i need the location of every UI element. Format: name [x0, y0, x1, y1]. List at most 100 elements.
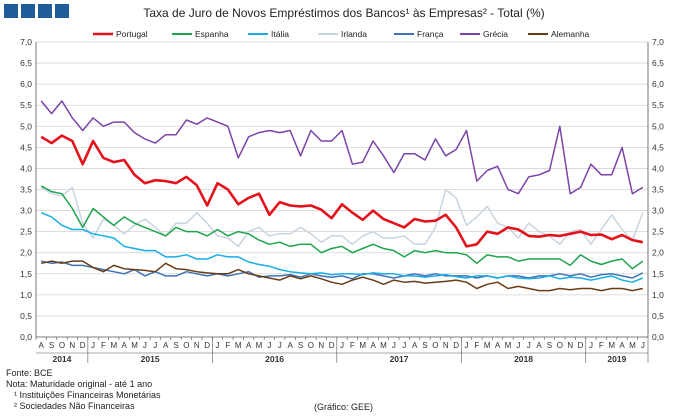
series-line-espanha — [40, 185, 644, 270]
legend: Portugal Espanha Itália Irlanda França Grécia… — [93, 29, 590, 39]
x-month-label: A — [246, 341, 252, 350]
x-month-label: M — [131, 341, 138, 350]
logo-square — [38, 4, 52, 18]
x-month-label: J — [278, 341, 282, 350]
x-month-label: M — [110, 341, 117, 350]
x-month-label: S — [422, 341, 427, 350]
x-month-label: N — [318, 341, 324, 350]
series-line-portugal — [40, 134, 644, 248]
legend-label: França — [417, 29, 444, 39]
x-month-label: A — [370, 341, 376, 350]
x-month-label: J — [589, 341, 593, 350]
y-tick-label: 1,5 — [20, 269, 32, 279]
x-year-label: 2016 — [265, 354, 284, 364]
grid — [35, 41, 649, 338]
y-tick-label-right: 1,5 — [652, 269, 664, 279]
x-month-label: F — [474, 341, 479, 350]
x-month-label: N — [567, 341, 573, 350]
logo-square — [55, 4, 69, 18]
x-month-label: S — [173, 341, 178, 350]
x-month-label: M — [256, 341, 263, 350]
y-tick-label-right: 0,0 — [652, 332, 664, 342]
y-tick-label-right: 5,5 — [652, 100, 664, 110]
x-month-label: M — [380, 341, 387, 350]
y-tick-label: 4,0 — [20, 163, 32, 173]
x-month-label: J — [516, 341, 520, 350]
x-year-label: 2017 — [390, 354, 409, 364]
chart-title: Taxa de Juro de Novos Empréstimos dos Ba… — [143, 6, 544, 20]
x-month-label: M — [629, 341, 636, 350]
x-month-label: F — [599, 341, 604, 350]
x-month-label: O — [557, 341, 563, 350]
notes: Fonte: BCE Nota: Maturidade original - a… — [6, 368, 161, 412]
y-axis-left: 0,0 0,5 1,0 1,5 2,0 2,5 3,0 3,5 4,0 4,5 5,0 5,5 6,0 6… — [20, 37, 32, 342]
x-month-label: A — [495, 341, 501, 350]
series-line-alemanha — [41, 260, 643, 292]
y-tick-label: 6,5 — [20, 58, 32, 68]
y-tick-label-right: 6,0 — [652, 79, 664, 89]
x-month-label: J — [340, 341, 344, 350]
line-chart: Taxa de Juro de Novos Empréstimos dos Ba… — [20, 6, 664, 364]
y-tick-label: 2,0 — [20, 248, 32, 258]
x-month-label: F — [101, 341, 106, 350]
x-month-label: A — [412, 341, 418, 350]
x-month-label: J — [267, 341, 271, 350]
x-month-label: O — [308, 341, 314, 350]
x-month-label: N — [194, 341, 200, 350]
x-month-label: F — [225, 341, 230, 350]
y-tick-label: 2,5 — [20, 227, 32, 237]
x-year-label: 2018 — [514, 354, 533, 364]
series-line-grécia — [40, 100, 644, 195]
x-month-label: A — [619, 341, 625, 350]
y-tick-label-right: 7,0 — [652, 37, 664, 47]
series-lines — [40, 100, 644, 292]
series-line-frança — [41, 260, 644, 280]
y-tick-label-right: 4,0 — [652, 163, 664, 173]
y-tick-label: 6,0 — [20, 79, 32, 89]
x-month-label: A — [39, 341, 45, 350]
y-tick-label-right: 3,0 — [652, 206, 664, 216]
x-month-label: J — [143, 341, 147, 350]
source-note: Fonte: BCE — [6, 368, 53, 378]
x-month-label: M — [235, 341, 242, 350]
x-month-label: N — [443, 341, 449, 350]
y-tick-label-right: 6,5 — [652, 58, 664, 68]
x-month-label: J — [153, 341, 157, 350]
y-tick-label: 5,5 — [20, 100, 32, 110]
x-month-label: A — [121, 341, 127, 350]
x-month-label: J — [392, 341, 396, 350]
x-month-label: M — [505, 341, 512, 350]
x-month-label: N — [69, 341, 75, 350]
x-month-label: M — [359, 341, 366, 350]
y-tick-label-right: 1,0 — [652, 290, 664, 300]
x-year-label: 2015 — [141, 354, 160, 364]
y-tick-label: 1,0 — [20, 290, 32, 300]
logo-square — [4, 4, 18, 18]
x-month-label: A — [163, 341, 169, 350]
x-month-label: O — [183, 341, 189, 350]
x-month-label: D — [329, 341, 335, 350]
x-month-label: D — [578, 341, 584, 350]
logo-square — [21, 4, 35, 18]
y-tick-label: 3,0 — [20, 206, 32, 216]
legend-label: Grécia — [483, 29, 508, 39]
chart-credit: (Gráfico: GEE) — [314, 402, 374, 412]
y-tick-label-right: 3,5 — [652, 185, 664, 195]
y-axis-right: 0,0 0,5 1,0 1,5 2,0 2,5 3,0 3,5 4,0 4,5 5,0 5,5 6,0 6… — [652, 37, 664, 342]
series-line-itália — [40, 212, 644, 283]
x-month-label: D — [204, 341, 210, 350]
legend-label: Alemanha — [551, 29, 590, 39]
y-tick-label: 5,0 — [20, 121, 32, 131]
x-month-label: J — [216, 341, 220, 350]
x-month-label: S — [49, 341, 54, 350]
y-tick-label: 4,5 — [20, 142, 32, 152]
x-month-label: A — [536, 341, 542, 350]
footnote-1: ¹ Instituições Financeiras Monetárias — [14, 390, 161, 400]
y-tick-label-right: 2,0 — [652, 248, 664, 258]
x-month-label: A — [287, 341, 293, 350]
legend-label: Itália — [271, 29, 289, 39]
footnote-2: ² Sociedades Não Financeiras — [14, 401, 135, 411]
x-month-label: O — [432, 341, 438, 350]
y-tick-label: 0,0 — [20, 332, 32, 342]
